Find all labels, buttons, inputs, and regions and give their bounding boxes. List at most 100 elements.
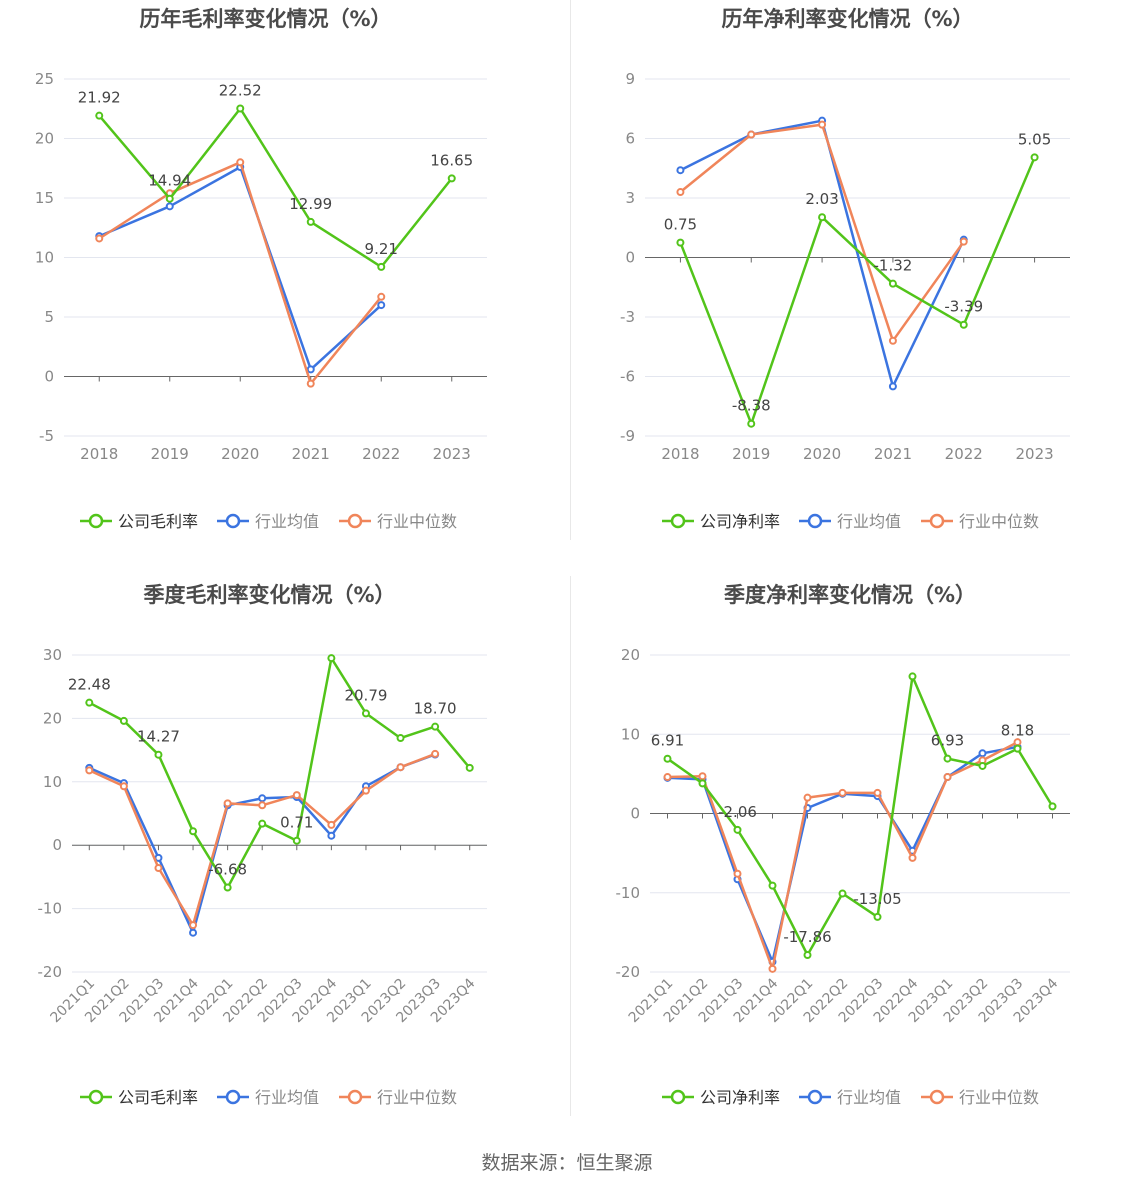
data-point-median: [818, 120, 827, 129]
y-tick-label: 20: [43, 709, 62, 727]
data-point-avg: [165, 202, 174, 211]
data-point-company: [873, 912, 882, 921]
data-point-company: [978, 761, 987, 770]
data-point-company: [698, 779, 707, 788]
series-line-company: [88, 656, 471, 889]
legend-label: 行业均值: [255, 512, 319, 531]
y-tick-label: 20: [35, 130, 54, 148]
annual-gross-margin-chart: 历年毛利率变化情况（%） -5 0 5 10 15 20 25 2018 2019 2020 2021…: [35, 7, 487, 531]
data-source-label: 数据来源：恒生聚源: [481, 1152, 653, 1174]
series-line-avg: [679, 119, 965, 388]
data-point-median: [888, 336, 897, 345]
data-point-median: [85, 766, 94, 775]
data-point-median: [959, 237, 968, 246]
legend-item-median: 行业中位数: [921, 1088, 1039, 1107]
legend-label: 行业中位数: [959, 1088, 1039, 1107]
data-point-company: [361, 709, 370, 718]
legend-marker: [807, 513, 823, 529]
series-line-median: [679, 123, 965, 343]
legend-marker: [347, 1089, 363, 1105]
legend-label: 公司毛利率: [118, 1088, 198, 1107]
data-point-median: [292, 791, 301, 800]
data-point-company: [838, 889, 847, 898]
y-tick-label: 15: [35, 189, 54, 207]
data-point-company: [1030, 153, 1039, 162]
data-point-avg: [888, 382, 897, 391]
data-label: 2.03: [805, 190, 838, 208]
data-point-company: [396, 734, 405, 743]
data-point-company: [747, 419, 756, 428]
data-point-median: [1013, 738, 1022, 747]
x-tick-label: 2023: [433, 445, 471, 463]
y-tick-label: 30: [43, 646, 62, 664]
y-tick-label: -3: [620, 308, 635, 326]
data-label: 16.65: [430, 151, 473, 169]
x-tick-label: 2022: [945, 445, 983, 463]
data-label: -3.39: [944, 298, 983, 316]
y-tick-label: 9: [625, 70, 635, 88]
x-tick-label: 2019: [732, 445, 770, 463]
legend-marker: [88, 1089, 104, 1105]
quarterly-gross-margin-panel: 季度毛利率变化情况（%） -20 -10 0 10 20 30 2021Q1 2021Q2 202…: [0, 576, 570, 1121]
chart-title: 季度净利率变化情况（%）: [724, 583, 976, 607]
data-point-median: [698, 772, 707, 781]
data-point-median: [733, 869, 742, 878]
data-point-company: [1013, 744, 1022, 753]
legend-label: 公司净利率: [700, 1088, 780, 1107]
data-point-company: [95, 111, 104, 120]
y-tick-label: 5: [44, 308, 54, 326]
data-point-company: [236, 104, 245, 113]
series-line-company: [679, 156, 1036, 425]
legend-marker: [929, 1089, 945, 1105]
data-point-median: [119, 782, 128, 791]
data-point-median: [873, 788, 882, 797]
y-tick-label: 25: [35, 70, 54, 88]
y-tick-label: -20: [616, 963, 641, 981]
quarterly-net-margin-chart: 季度净利率变化情况（%）-20-10010202021Q12021Q22021Q…: [616, 583, 1070, 1107]
data-label: -6.68: [208, 861, 247, 879]
legend-marker: [88, 513, 104, 529]
data-point-company: [803, 951, 812, 960]
series-line-median: [98, 161, 383, 385]
y-tick-label: -10: [616, 884, 641, 902]
legend-item-avg: 行业均值: [799, 512, 901, 531]
annual-gross-margin-panel: 历年毛利率变化情况（%） -5 0 5 10 15 20 25 2018 2019 2020 2021…: [0, 0, 570, 545]
legend-label: 行业中位数: [377, 1088, 457, 1107]
x-tick-label: 2021: [292, 445, 330, 463]
data-point-median: [396, 763, 405, 772]
legend-marker: [347, 513, 363, 529]
data-label: -8.38: [732, 397, 771, 415]
quarterly-net-margin-panel: 季度净利率变化情况（%） -20 -10 0 10 20 2021Q1 2021Q2 2021Q…: [570, 576, 1134, 1121]
data-label: 5.05: [1018, 130, 1051, 148]
data-point-company: [85, 698, 94, 707]
y-tick-label: -20: [38, 963, 63, 981]
legend-item-avg: 行业均值: [799, 1088, 901, 1107]
data-label: -17.86: [783, 928, 831, 946]
legend-label: 公司净利率: [700, 512, 780, 531]
legend-label: 行业均值: [255, 1088, 319, 1107]
legend-item-company: 公司净利率: [662, 1088, 780, 1107]
panel-divider-bottom: [570, 576, 571, 1116]
legend-label: 行业均值: [837, 1088, 901, 1107]
y-tick-label: -10: [38, 900, 63, 918]
series-line-avg: [88, 753, 436, 934]
data-point-median: [943, 773, 952, 782]
data-point-avg: [978, 749, 987, 758]
data-label: 22.48: [68, 676, 111, 694]
data-point-company: [154, 750, 163, 759]
data-point-avg: [327, 831, 336, 840]
x-tick-label: 2019: [151, 445, 189, 463]
data-point-avg: [306, 365, 315, 374]
x-tick-label: 2018: [661, 445, 699, 463]
data-point-median: [189, 921, 198, 930]
series-line-company: [98, 107, 453, 269]
data-point-median: [223, 799, 232, 808]
series-line-median: [667, 741, 1019, 971]
y-tick-label: -9: [620, 427, 635, 445]
y-tick-label: 10: [43, 773, 62, 791]
data-point-company: [818, 213, 827, 222]
data-point-median: [431, 749, 440, 758]
legend-marker: [807, 1089, 823, 1105]
data-point-company: [908, 672, 917, 681]
y-tick-label: 6: [625, 130, 635, 148]
